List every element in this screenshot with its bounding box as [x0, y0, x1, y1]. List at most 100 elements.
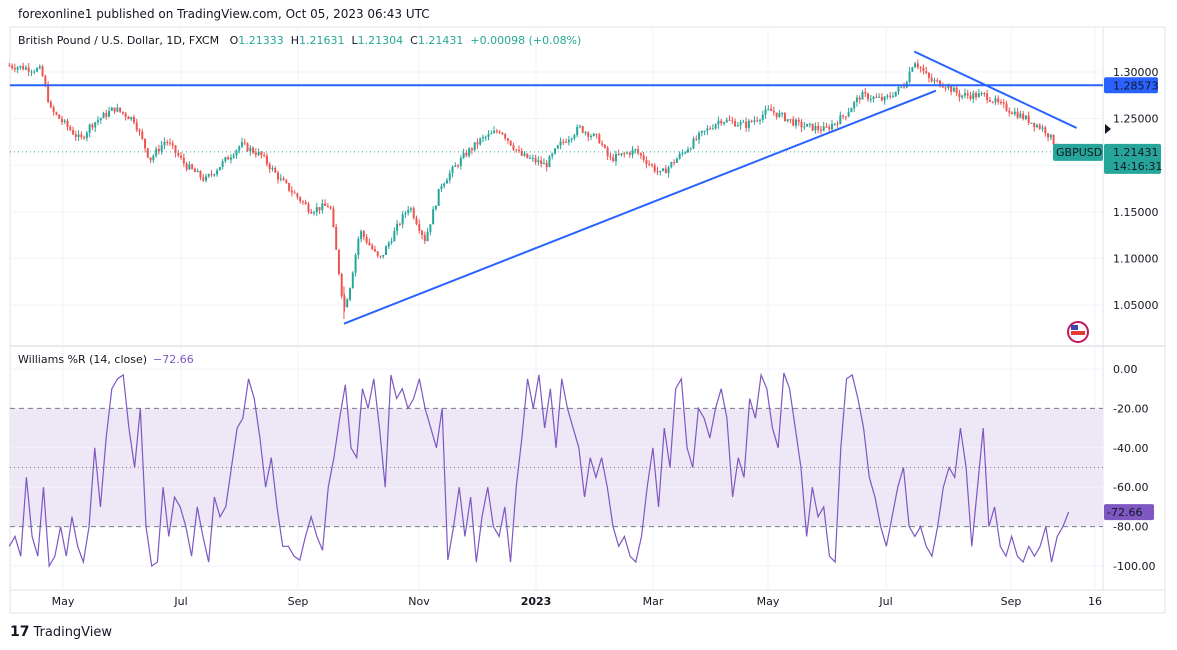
candle-body — [720, 120, 723, 124]
candle-body — [351, 272, 354, 289]
candle-body — [108, 110, 111, 117]
candle-body — [337, 249, 340, 274]
price-tick-label: 1.15000 — [1113, 206, 1159, 219]
candle-body — [470, 148, 473, 151]
candle-body — [440, 186, 443, 190]
candle-body — [401, 214, 404, 225]
wr-tick-label: -100.00 — [1113, 560, 1155, 573]
candle-body — [958, 93, 961, 98]
candle-body — [980, 93, 983, 95]
candle-body — [595, 133, 598, 135]
close-value: 1.21431 — [417, 34, 464, 47]
low-label: L — [351, 34, 358, 47]
candle-body — [221, 161, 224, 167]
candle-body — [994, 98, 997, 103]
candle-body — [371, 245, 374, 250]
candle-body — [952, 87, 955, 92]
candle-body — [121, 111, 124, 114]
candle-body — [648, 164, 651, 166]
candle-body — [490, 133, 493, 135]
candle-body — [847, 112, 850, 117]
candle-body — [559, 141, 562, 146]
candle-body — [335, 227, 338, 250]
candle-body — [30, 71, 33, 73]
brand-name: TradingView — [33, 624, 113, 640]
candle-body — [717, 120, 720, 125]
candle-body — [806, 123, 809, 127]
candle-body — [373, 249, 376, 252]
candle-body — [814, 126, 817, 131]
tradingview-logo[interactable]: 17 TradingView — [10, 624, 112, 640]
candle-body — [260, 151, 263, 156]
candle-body — [581, 126, 584, 133]
candle-body — [551, 153, 554, 157]
candle-body — [850, 108, 853, 113]
indicator-legend[interactable]: Williams %R (14, close) −72.66 — [18, 353, 194, 366]
candle-body — [116, 107, 119, 112]
candle-body — [867, 93, 870, 100]
candle-body — [542, 162, 545, 165]
candle-body — [177, 152, 180, 156]
candle-body — [80, 134, 83, 138]
candle-body — [404, 212, 407, 215]
flag-stripes — [1071, 331, 1085, 335]
candle-body — [692, 138, 695, 149]
candle-body — [426, 231, 429, 242]
candle-body — [936, 80, 939, 82]
candle-body — [343, 296, 346, 308]
candle-body — [930, 77, 933, 82]
price-tick-label: 1.30000 — [1113, 66, 1159, 79]
candle-body — [711, 128, 714, 130]
time-tick-label: Sep — [1001, 595, 1022, 608]
candle-body — [246, 143, 249, 152]
candle-body — [210, 174, 213, 176]
candle-body — [853, 102, 856, 109]
candle-body — [883, 96, 886, 101]
candle-body — [105, 112, 108, 117]
candle-body — [357, 238, 360, 255]
symbol-tag — [1053, 143, 1103, 161]
candle-body — [110, 107, 113, 111]
candle-body — [977, 93, 980, 98]
candle-body — [41, 66, 44, 77]
candle-body — [872, 96, 875, 100]
candle-body — [462, 152, 465, 158]
candle-body — [301, 201, 304, 203]
candle-body — [390, 241, 393, 243]
candle-body — [988, 100, 991, 102]
candle-body — [241, 142, 243, 147]
candle-body — [797, 119, 800, 122]
candle-body — [725, 119, 728, 123]
candle-body — [398, 223, 401, 225]
candle-body — [155, 148, 158, 156]
candle-body — [196, 170, 199, 173]
candle-body — [310, 211, 313, 214]
candle-body — [365, 236, 368, 243]
candle-body — [811, 123, 814, 131]
candle-body — [146, 148, 149, 158]
candle-body — [601, 143, 604, 145]
candle-body — [171, 143, 174, 146]
candle-body — [191, 164, 194, 169]
candle-body — [163, 141, 166, 146]
candle-body — [880, 96, 883, 101]
candle-body — [598, 134, 601, 144]
candle-body — [950, 85, 953, 92]
wr-tick-label: -80.00 — [1113, 521, 1148, 534]
candle-body — [19, 65, 22, 68]
candle-body — [423, 234, 426, 242]
candle-body — [1016, 111, 1019, 118]
candle-body — [578, 126, 581, 128]
tv-logo-icon: 17 — [10, 624, 30, 640]
candle-body — [758, 119, 761, 121]
time-tick-label: May — [757, 595, 780, 608]
last-price-tag — [1104, 143, 1161, 174]
candle-body — [955, 87, 958, 94]
wr-band — [10, 408, 1103, 527]
candle-body — [293, 192, 296, 194]
candle-body — [127, 116, 130, 120]
candle-body — [135, 122, 138, 130]
change-value: +0.00098 (+0.08%) — [470, 34, 582, 47]
candle-body — [864, 92, 867, 94]
